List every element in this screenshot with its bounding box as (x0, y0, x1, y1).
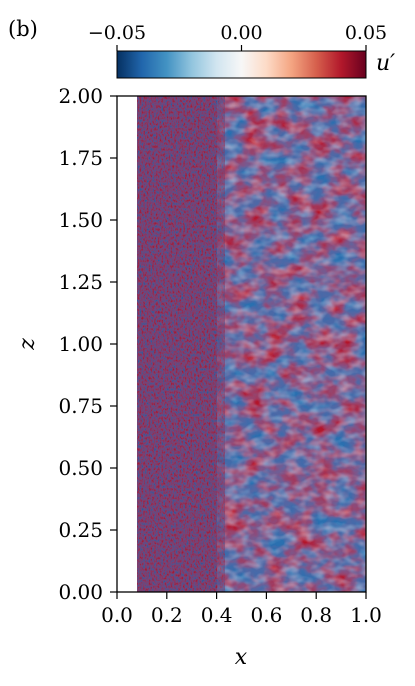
colorbar-tick-label: 0.05 (345, 22, 387, 44)
x-tick-label: 0.6 (250, 603, 282, 627)
heatmap-field (117, 96, 366, 592)
colorbar-tick-label: 0.00 (220, 22, 262, 44)
y-tick-label: 1.75 (58, 146, 103, 170)
x-tick-label: 0.2 (151, 603, 183, 627)
y-tick-label: 1.25 (58, 270, 103, 294)
y-tick-label: 0.00 (58, 580, 103, 604)
transition-band (205, 96, 225, 592)
x-tick-label: 0.8 (300, 603, 332, 627)
y-tick-label: 0.75 (58, 394, 103, 418)
x-axis-label: x (235, 645, 248, 670)
colorbar: −0.05 0.00 0.05 u′ (88, 22, 395, 79)
y-tick-label: 1.00 (58, 332, 103, 356)
panel-label: (b) (8, 17, 38, 41)
y-axis: 0.00 0.25 0.50 0.75 1.00 1.25 1.50 1.75 2.00 (58, 84, 117, 604)
y-tick-label: 0.50 (58, 456, 103, 480)
x-tick-label: 0.0 (101, 603, 133, 627)
colorbar-fill (116, 50, 367, 79)
fine-turbulence-region (137, 96, 217, 592)
x-tick-label: 1.0 (350, 603, 382, 627)
blank-strip (117, 96, 137, 592)
y-axis-label: z (15, 338, 40, 351)
coarse-turbulence-wash (200, 96, 366, 592)
colorbar-label: u′ (376, 51, 395, 76)
x-tick-label: 0.4 (201, 603, 233, 627)
y-tick-label: 1.50 (58, 208, 103, 232)
colorbar-tick-label: −0.05 (88, 22, 146, 44)
colorbar-ticks: −0.05 0.00 0.05 (88, 22, 387, 51)
y-tick-label: 2.00 (58, 84, 103, 108)
x-axis: 0.0 0.2 0.4 0.6 0.8 1.0 (101, 592, 382, 627)
y-tick-label: 0.25 (58, 518, 103, 542)
